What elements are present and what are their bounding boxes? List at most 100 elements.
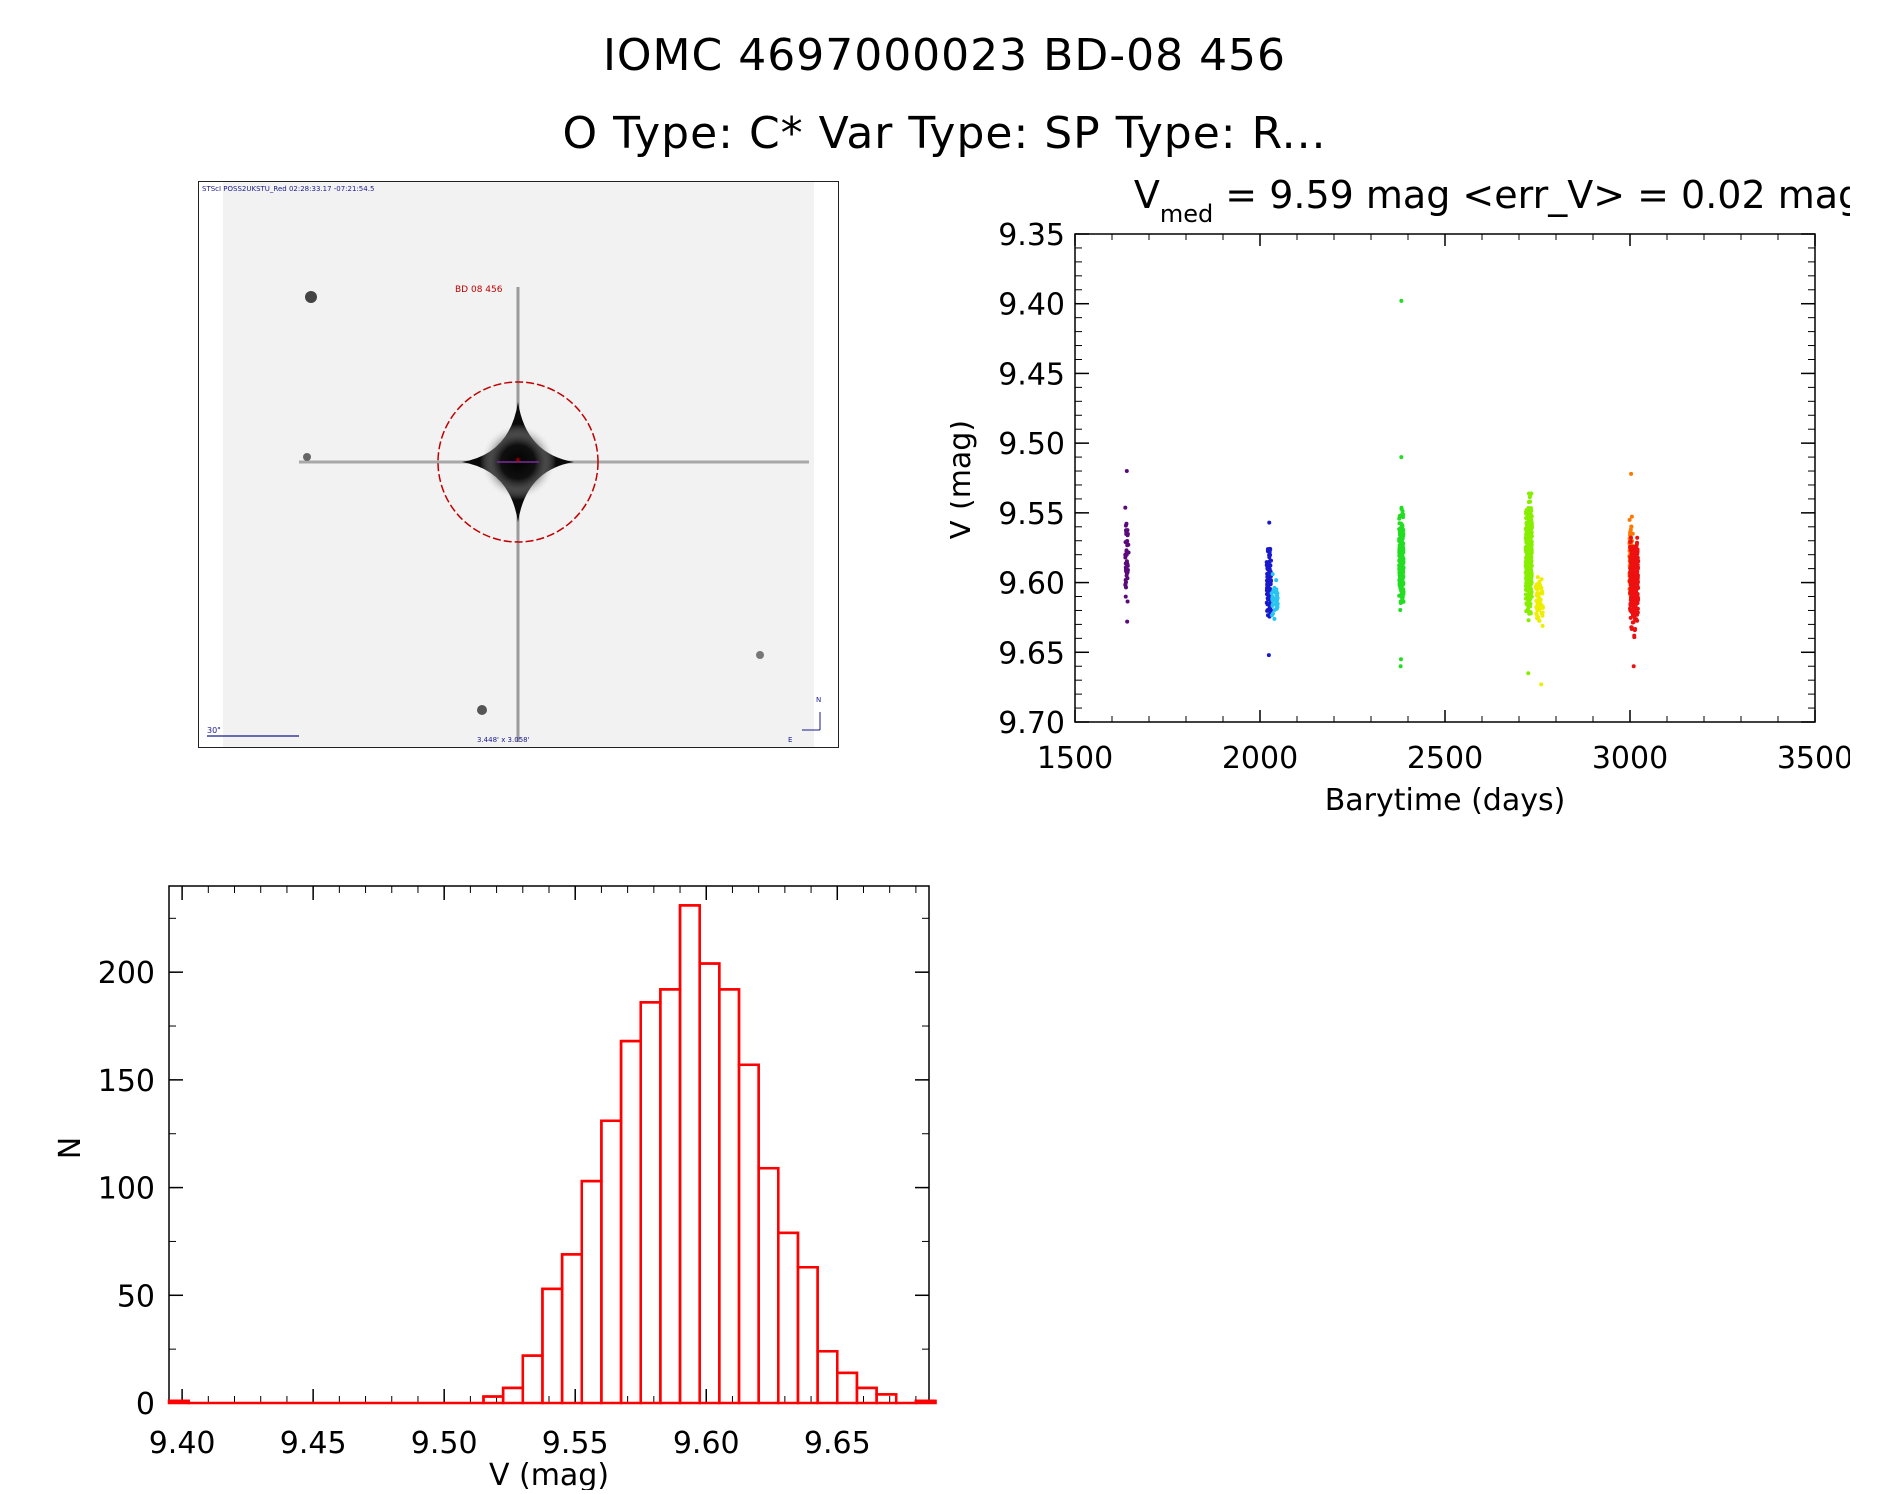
data-point <box>1535 608 1540 613</box>
data-point <box>1527 591 1532 596</box>
data-point <box>1267 559 1272 564</box>
histogram-bar <box>639 1001 662 1405</box>
y-tick-label: 9.35 <box>998 218 1065 253</box>
object-label: BD 08 456 <box>455 285 503 295</box>
data-point <box>1540 623 1545 628</box>
data-point <box>1267 520 1272 525</box>
data-point <box>1399 455 1404 460</box>
light-curve-title: Vmed = 9.59 mag <err_V> = 0.02 mag <box>1134 173 1850 228</box>
data-point <box>1529 587 1534 592</box>
data-point <box>1536 593 1541 598</box>
data-point <box>1628 539 1633 544</box>
data-point <box>1401 587 1406 592</box>
data-point <box>1274 606 1279 611</box>
data-point <box>1400 508 1405 513</box>
data-point <box>1630 546 1635 551</box>
histogram-bar <box>757 1166 780 1405</box>
data-point <box>1529 569 1534 574</box>
data-point <box>1399 505 1404 510</box>
data-point <box>1635 618 1640 623</box>
histogram-bar <box>167 1399 190 1405</box>
data-point <box>1399 525 1404 530</box>
data-point <box>1629 586 1634 591</box>
data-point <box>1629 551 1634 556</box>
data-point <box>1629 471 1634 476</box>
data-point <box>1123 565 1128 570</box>
light-curve-xlabel: Barytime (days) <box>1325 783 1566 818</box>
x-tick-label: 9.60 <box>673 1426 740 1461</box>
histogram-ylabel: N <box>53 1137 88 1159</box>
data-point <box>1628 554 1633 559</box>
compass-n-label: N <box>816 696 821 704</box>
data-point <box>1265 583 1270 588</box>
y-tick-label: 9.55 <box>998 497 1065 532</box>
data-point <box>1539 577 1544 582</box>
data-point <box>1629 564 1634 569</box>
fov-label: 3.448' x 3.058' <box>477 736 530 744</box>
x-tick-label: 9.50 <box>411 1426 478 1461</box>
data-point <box>1123 505 1128 510</box>
y-tick-label: 150 <box>98 1064 155 1099</box>
data-point <box>1527 520 1532 525</box>
data-point <box>1267 553 1272 558</box>
x-tick-label: 9.40 <box>149 1426 216 1461</box>
data-point <box>1125 539 1130 544</box>
data-point <box>1270 613 1275 618</box>
light-curve-frame <box>1074 233 1816 723</box>
data-point <box>1628 529 1633 534</box>
data-point <box>1266 653 1271 658</box>
data-point <box>1540 610 1545 615</box>
data-point <box>1628 601 1633 606</box>
data-point <box>1539 682 1544 687</box>
data-point <box>1537 618 1542 623</box>
sky-image-panel: * STScI POSS2UKSTU_Red 02:28:33.17 -07:2… <box>198 181 839 748</box>
data-point <box>1540 591 1545 596</box>
data-point <box>1537 581 1542 586</box>
x-tick-label: 2000 <box>1222 741 1298 776</box>
data-point <box>1528 610 1533 615</box>
data-point <box>1275 601 1280 606</box>
histogram-bar <box>855 1386 878 1405</box>
histogram-bar <box>659 988 682 1405</box>
histogram-bar <box>521 1354 544 1405</box>
data-point <box>1523 596 1528 601</box>
data-point <box>1527 530 1532 535</box>
data-point <box>1534 583 1539 588</box>
data-point <box>1628 591 1633 596</box>
data-point <box>1525 580 1530 585</box>
histogram-bar <box>501 1386 525 1405</box>
data-point <box>1632 633 1637 638</box>
data-point <box>1524 508 1529 513</box>
data-point <box>1398 568 1403 573</box>
y-tick-label: 9.60 <box>998 567 1065 602</box>
data-point <box>1536 615 1541 620</box>
data-point <box>1270 603 1275 608</box>
data-point <box>1632 628 1637 633</box>
data-point <box>1523 587 1528 592</box>
data-point <box>1398 601 1403 606</box>
data-point <box>1629 524 1634 529</box>
data-point <box>1125 619 1130 624</box>
field-star <box>303 453 311 461</box>
data-point <box>1634 579 1639 584</box>
data-point <box>1123 594 1128 599</box>
data-point <box>1634 548 1639 553</box>
data-point <box>1527 598 1532 603</box>
data-point <box>1399 575 1404 580</box>
data-point <box>1124 571 1129 576</box>
data-point <box>1633 590 1638 595</box>
aperture-circle <box>437 381 599 543</box>
y-tick-label: 100 <box>98 1172 155 1207</box>
data-point <box>1123 561 1128 566</box>
data-point <box>1527 549 1532 554</box>
histogram-outline <box>169 904 936 1405</box>
y-tick-label: 9.65 <box>998 636 1065 671</box>
histogram-bar <box>619 1039 642 1405</box>
data-point <box>1528 577 1533 582</box>
x-tick-label: 3500 <box>1777 741 1850 776</box>
data-point <box>1401 565 1406 570</box>
histogram-xlabel: V (mag) <box>489 1458 609 1490</box>
data-point <box>1631 620 1636 625</box>
data-point <box>1271 588 1276 593</box>
y-tick-label: 50 <box>117 1279 155 1314</box>
